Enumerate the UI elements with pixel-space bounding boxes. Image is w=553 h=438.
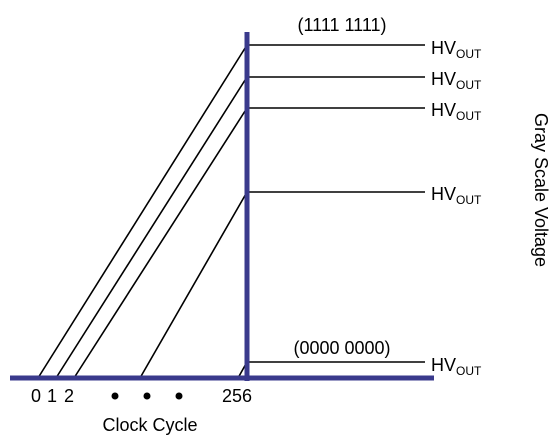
output-main: HV: [431, 184, 456, 204]
ramp-line: [73, 107, 248, 379]
output-sub: OUT: [456, 193, 482, 207]
output-label: HVOUT: [431, 38, 482, 61]
tick-label: 1: [47, 386, 57, 406]
output-label: HVOUT: [431, 184, 482, 207]
output-sub: OUT: [456, 78, 482, 92]
output-label: HVOUT: [431, 100, 482, 123]
ellipsis-dot: [111, 392, 119, 400]
output-label: HVOUT: [431, 355, 482, 378]
output-label: HVOUT: [431, 69, 482, 92]
output-main: HV: [431, 355, 456, 375]
tick-label: 2: [64, 386, 74, 406]
ramp-line: [55, 76, 248, 379]
code-label: (0000 0000): [293, 338, 390, 358]
x-axis-label: Clock Cycle: [102, 415, 197, 435]
output-sub: OUT: [456, 47, 482, 61]
code-label: (1111 1111): [297, 15, 386, 35]
ramp-line: [37, 44, 248, 379]
y-axis-label: Gray Scale Voltage: [531, 113, 551, 267]
ellipsis-dot: [175, 392, 183, 400]
tick-label: 0: [31, 386, 41, 406]
ellipsis-dot: [143, 392, 151, 400]
tick-label: 256: [222, 386, 252, 406]
output-main: HV: [431, 38, 456, 58]
output-sub: OUT: [456, 109, 482, 123]
output-main: HV: [431, 69, 456, 89]
ramp-line: [139, 191, 248, 379]
output-sub: OUT: [456, 364, 482, 378]
output-main: HV: [431, 100, 456, 120]
